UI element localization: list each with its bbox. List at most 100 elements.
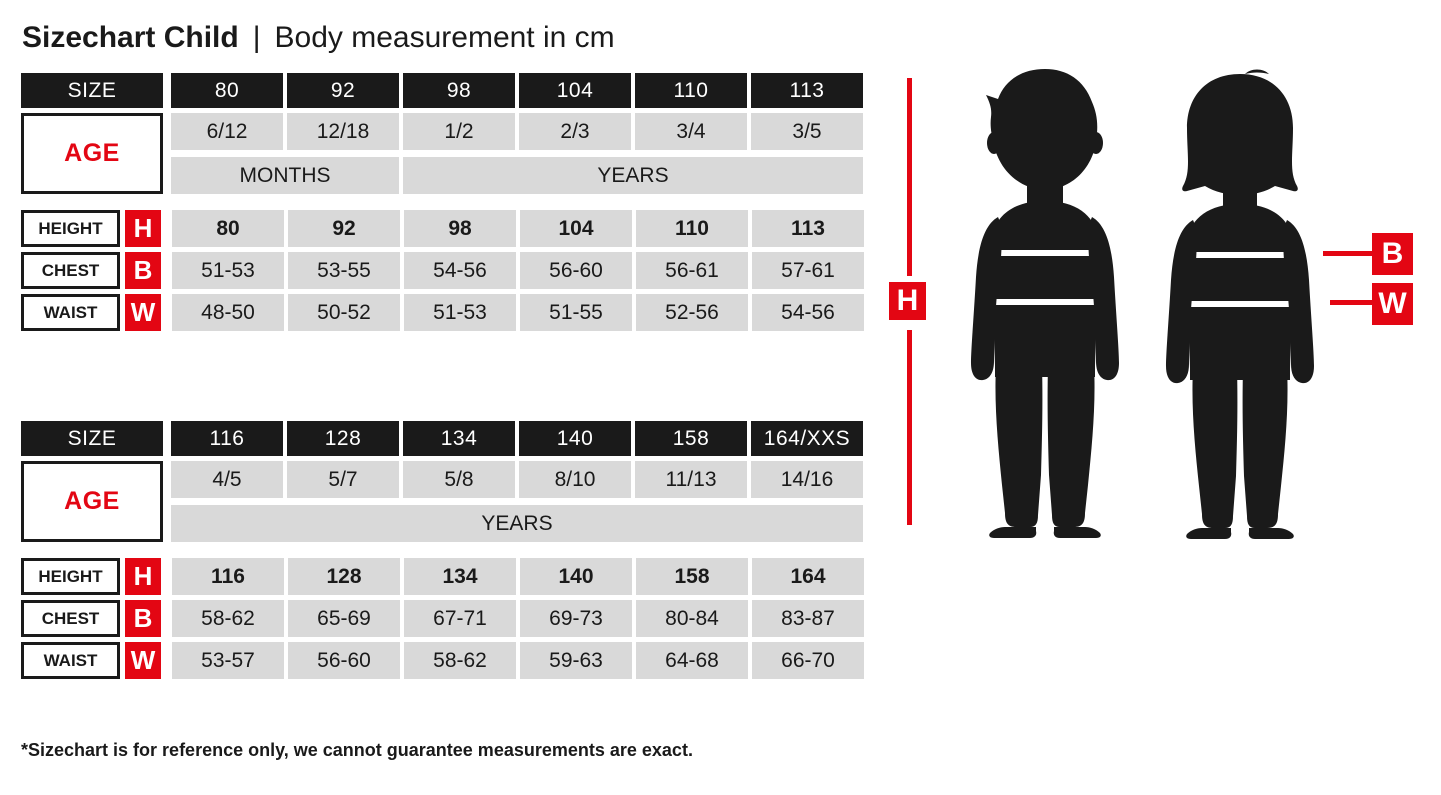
chest-cell: 67-71 bbox=[404, 600, 516, 637]
measurement-figures: H B W bbox=[880, 55, 1441, 565]
size-cell: 113 bbox=[751, 73, 863, 108]
chest-cell: 69-73 bbox=[520, 600, 632, 637]
waist-header: WAIST bbox=[21, 642, 120, 679]
chest-cell: 83-87 bbox=[752, 600, 864, 637]
size-cell: 140 bbox=[519, 421, 631, 456]
waist-row: WAIST W 48-50 50-52 51-53 51-55 52-56 54… bbox=[21, 294, 871, 331]
waist-cell: 52-56 bbox=[636, 294, 748, 331]
height-cell: 98 bbox=[404, 210, 516, 247]
chest-letter-badge: B bbox=[125, 600, 161, 637]
height-row: HEIGHT H 80 92 98 104 110 113 bbox=[21, 210, 871, 247]
height-row: HEIGHT H 116 128 134 140 158 164 bbox=[21, 558, 871, 595]
chest-header: CHEST bbox=[21, 600, 120, 637]
chest-header: CHEST bbox=[21, 252, 120, 289]
height-letter-badge: H bbox=[125, 210, 161, 247]
height-header: HEIGHT bbox=[21, 558, 120, 595]
chest-cell: 58-62 bbox=[172, 600, 284, 637]
age-cell: 6/12 bbox=[171, 113, 283, 150]
waist-cell: 66-70 bbox=[752, 642, 864, 679]
waist-cell: 59-63 bbox=[520, 642, 632, 679]
age-cell: 14/16 bbox=[751, 461, 863, 498]
age-cell: 2/3 bbox=[519, 113, 631, 150]
age-unit-row: MONTHS YEARS bbox=[21, 157, 871, 194]
size-cell: 164/XXS bbox=[751, 421, 863, 456]
footnote: *Sizechart is for reference only, we can… bbox=[21, 740, 693, 760]
size-cell: 80 bbox=[171, 73, 283, 108]
chest-row: CHEST B 51-53 53-55 54-56 56-60 56-61 57… bbox=[21, 252, 871, 289]
age-cell: 3/5 bbox=[751, 113, 863, 150]
height-cell: 80 bbox=[172, 210, 284, 247]
age-unit-years: YEARS bbox=[171, 505, 863, 542]
title-subtitle: Body measurement in cm bbox=[274, 21, 615, 54]
boy-silhouette bbox=[971, 69, 1119, 538]
sizechart-table-small: SIZE 80 92 98 104 110 113 AGE 6/12 12/18… bbox=[21, 73, 871, 331]
chest-cell: 56-61 bbox=[636, 252, 748, 289]
size-row: SIZE 116 128 134 140 158 164/XXS bbox=[21, 421, 871, 456]
age-header: AGE bbox=[21, 461, 163, 542]
chest-cell: 65-69 bbox=[288, 600, 400, 637]
chest-row: CHEST B 58-62 65-69 67-71 69-73 80-84 83… bbox=[21, 600, 871, 637]
title-separator: | bbox=[252, 21, 261, 54]
size-cell: 110 bbox=[635, 73, 747, 108]
waist-cell: 58-62 bbox=[404, 642, 516, 679]
age-cell: 8/10 bbox=[519, 461, 631, 498]
age-cell: 3/4 bbox=[635, 113, 747, 150]
sizechart-table-large: SIZE 116 128 134 140 158 164/XXS AGE 4/5… bbox=[21, 421, 871, 679]
size-cell: 98 bbox=[403, 73, 515, 108]
waist-cell: 54-56 bbox=[752, 294, 864, 331]
size-cell: 104 bbox=[519, 73, 631, 108]
waist-indicator-line bbox=[1330, 300, 1372, 305]
size-cell: 158 bbox=[635, 421, 747, 456]
chest-marker-badge: B bbox=[1372, 233, 1413, 275]
waist-cell: 56-60 bbox=[288, 642, 400, 679]
age-row: 6/12 12/18 1/2 2/3 3/4 3/5 bbox=[21, 113, 871, 150]
chest-cell: 56-60 bbox=[520, 252, 632, 289]
height-cell: 158 bbox=[636, 558, 748, 595]
size-header: SIZE bbox=[21, 421, 163, 456]
height-indicator-line-bottom bbox=[907, 330, 912, 525]
height-cell: 128 bbox=[288, 558, 400, 595]
chest-cell: 80-84 bbox=[636, 600, 748, 637]
waist-header: WAIST bbox=[21, 294, 120, 331]
chest-letter-badge: B bbox=[125, 252, 161, 289]
age-unit-row: YEARS bbox=[21, 505, 871, 542]
age-section: AGE 6/12 12/18 1/2 2/3 3/4 3/5 MONTHS YE… bbox=[21, 113, 871, 194]
size-cell: 116 bbox=[171, 421, 283, 456]
size-cell: 92 bbox=[287, 73, 399, 108]
waist-cell: 51-53 bbox=[404, 294, 516, 331]
waist-cell: 64-68 bbox=[636, 642, 748, 679]
waist-row: WAIST W 53-57 56-60 58-62 59-63 64-68 66… bbox=[21, 642, 871, 679]
age-cell: 5/7 bbox=[287, 461, 399, 498]
waist-cell: 51-55 bbox=[520, 294, 632, 331]
age-section: AGE 4/5 5/7 5/8 8/10 11/13 14/16 YEARS bbox=[21, 461, 871, 542]
age-cell: 12/18 bbox=[287, 113, 399, 150]
waist-cell: 53-57 bbox=[172, 642, 284, 679]
age-cell: 4/5 bbox=[171, 461, 283, 498]
height-marker-badge: H bbox=[889, 282, 926, 320]
waist-marker-badge: W bbox=[1372, 283, 1413, 325]
age-header: AGE bbox=[21, 113, 163, 194]
waist-letter-badge: W bbox=[125, 642, 161, 679]
waist-cell: 48-50 bbox=[172, 294, 284, 331]
age-unit-years: YEARS bbox=[403, 157, 863, 194]
chest-cell: 57-61 bbox=[752, 252, 864, 289]
height-cell: 113 bbox=[752, 210, 864, 247]
title-main: Sizechart Child bbox=[22, 21, 239, 54]
waist-cell: 50-52 bbox=[288, 294, 400, 331]
chest-cell: 54-56 bbox=[404, 252, 516, 289]
chest-cell: 51-53 bbox=[172, 252, 284, 289]
waist-letter-badge: W bbox=[125, 294, 161, 331]
height-cell: 110 bbox=[636, 210, 748, 247]
age-cell: 1/2 bbox=[403, 113, 515, 150]
age-cell: 5/8 bbox=[403, 461, 515, 498]
height-indicator-line-top bbox=[907, 78, 912, 276]
height-cell: 116 bbox=[172, 558, 284, 595]
height-letter-badge: H bbox=[125, 558, 161, 595]
girl-silhouette bbox=[1166, 69, 1314, 539]
height-cell: 92 bbox=[288, 210, 400, 247]
size-header: SIZE bbox=[21, 73, 163, 108]
height-header: HEIGHT bbox=[21, 210, 120, 247]
age-row: 4/5 5/7 5/8 8/10 11/13 14/16 bbox=[21, 461, 871, 498]
height-cell: 164 bbox=[752, 558, 864, 595]
